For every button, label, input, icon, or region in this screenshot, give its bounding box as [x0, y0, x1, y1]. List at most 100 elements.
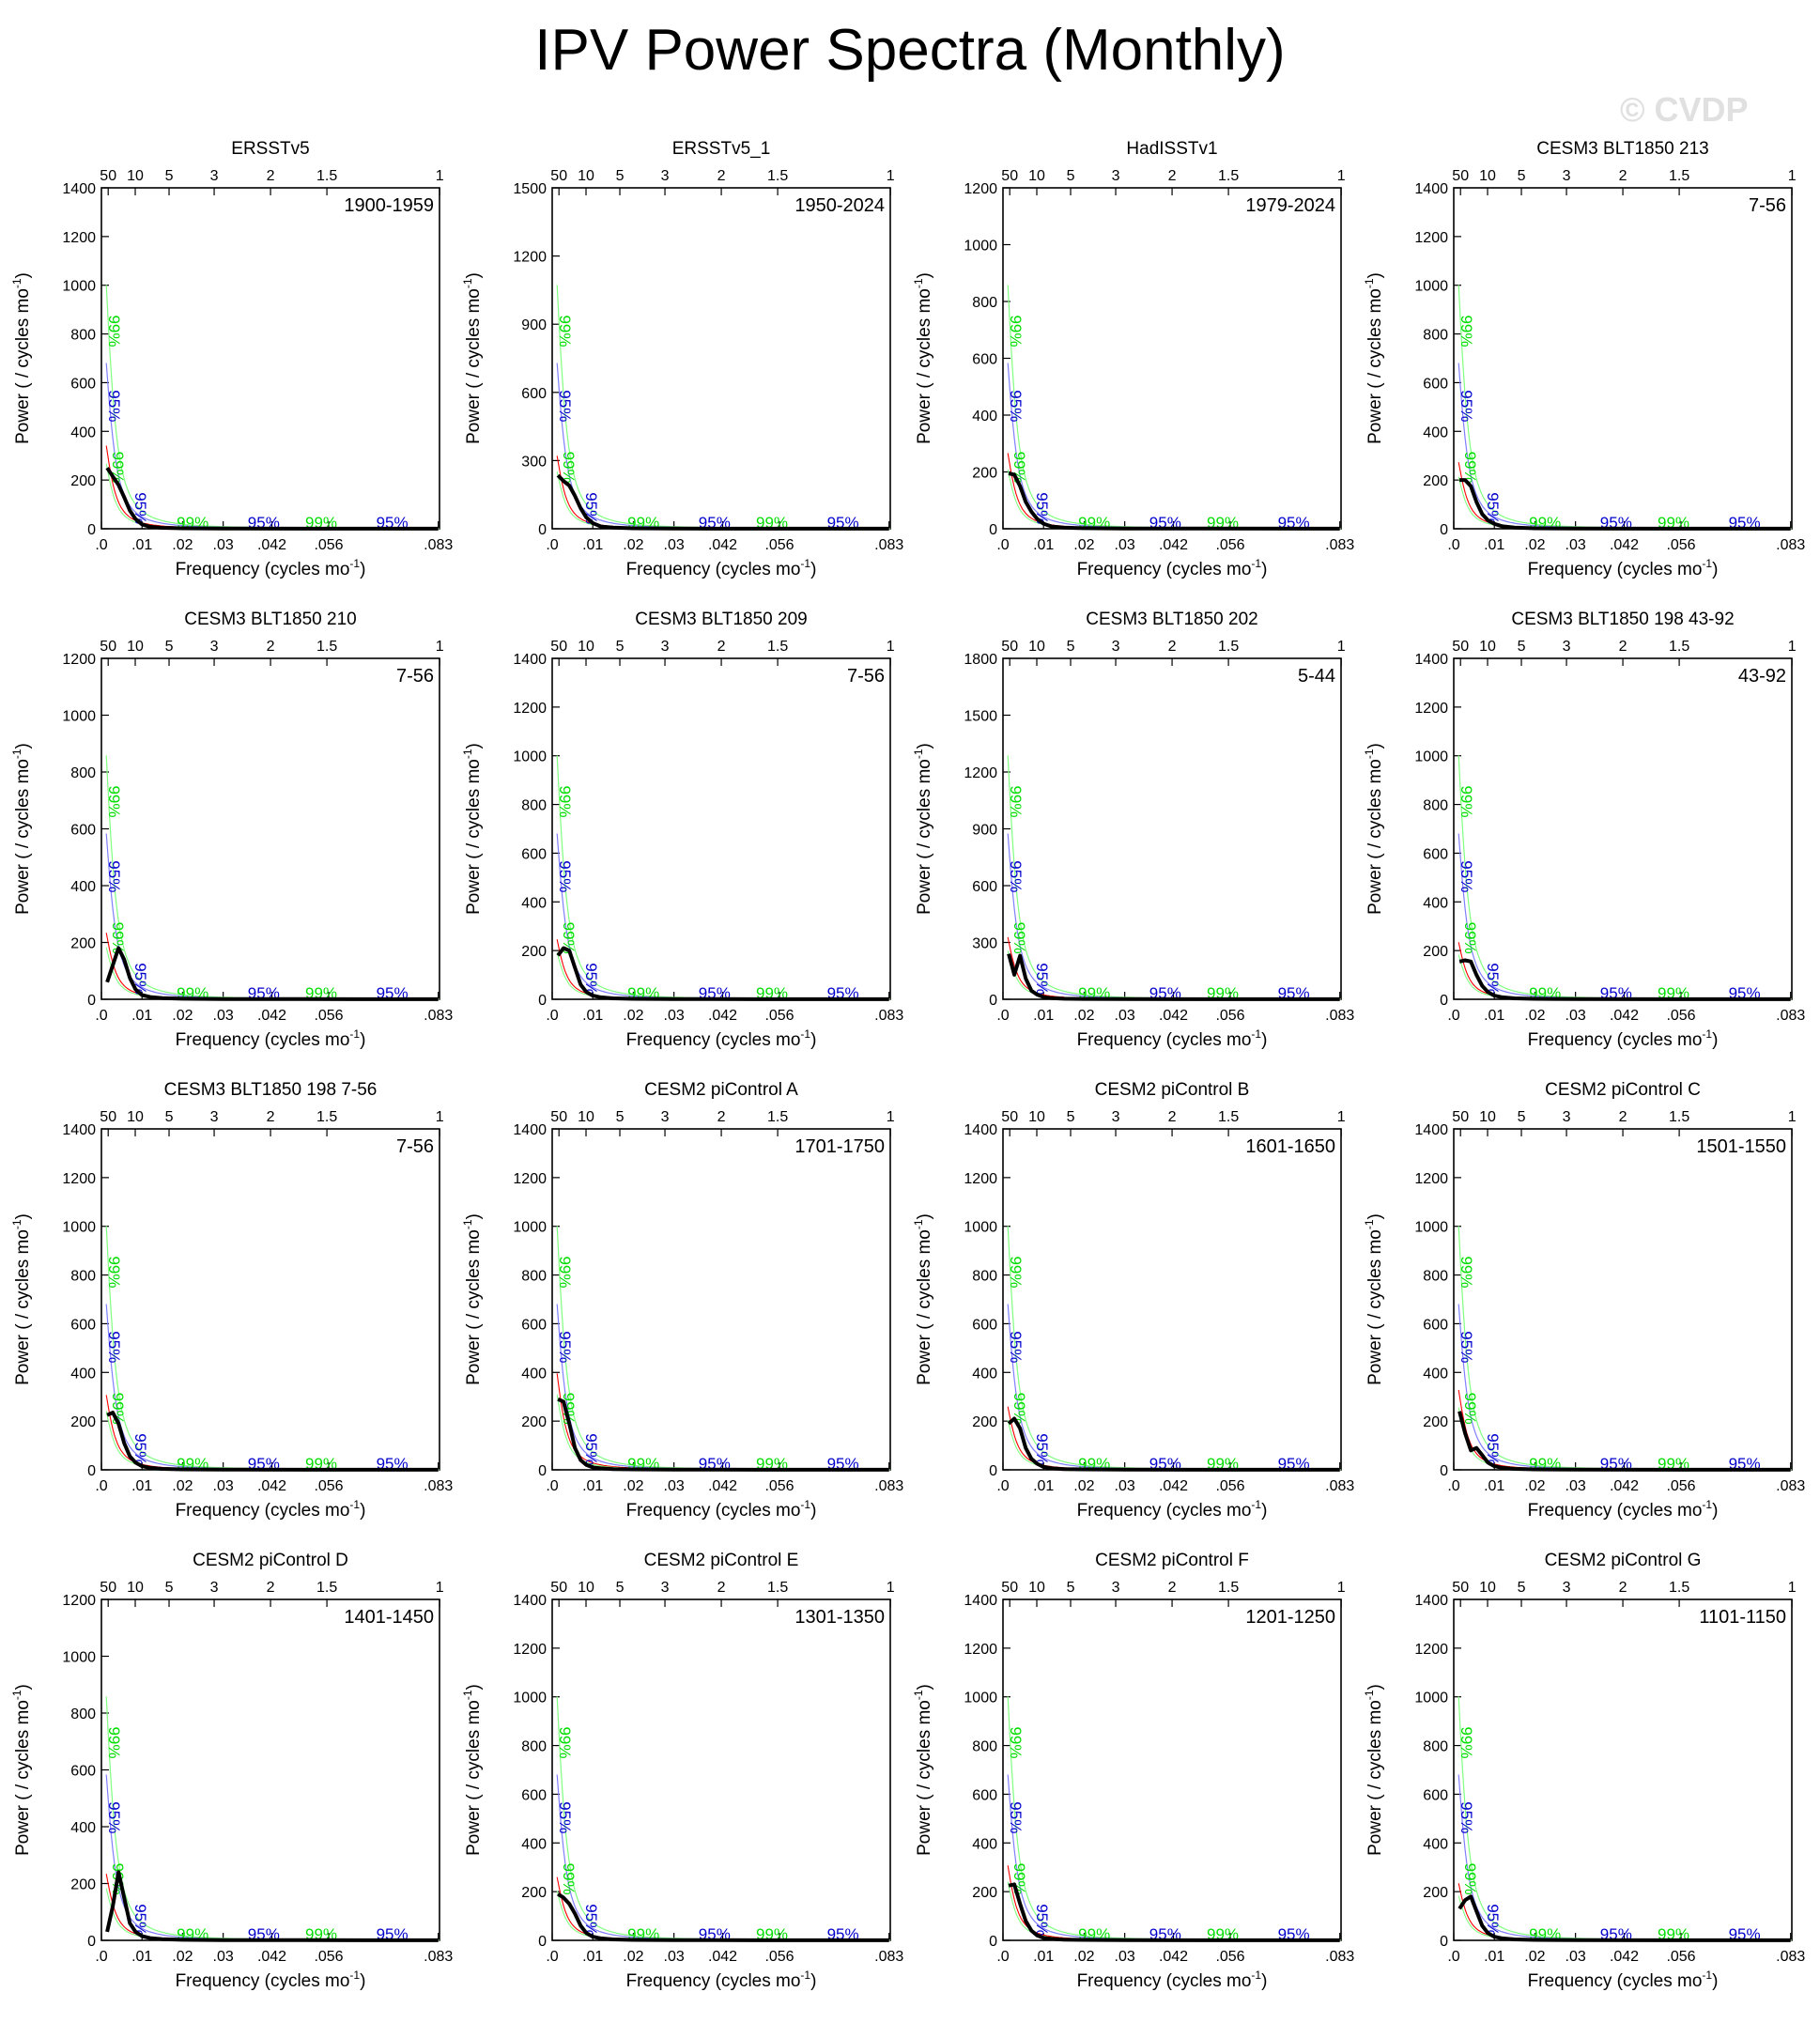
- y-tick-label: 0: [538, 1934, 547, 1950]
- top-tick-label: 1: [887, 1580, 895, 1596]
- y-axis-label: Power ( / cycles mo-1): [461, 1213, 484, 1385]
- top-tick-label: 1: [887, 168, 895, 184]
- y-tick-label: 1000: [62, 279, 96, 295]
- x-tick-label: .03: [1566, 1008, 1586, 1024]
- top-tick-label: 5: [165, 1109, 174, 1125]
- plot-frame: [1002, 1128, 1342, 1471]
- top-tick-label: 1: [1788, 1109, 1797, 1125]
- top-tick-label: 5: [1067, 168, 1075, 184]
- y-tick-label: 1000: [964, 1220, 997, 1236]
- panel-title: CESM2 piControl E: [644, 1551, 799, 1570]
- x-tick-label: .056: [1215, 537, 1244, 553]
- plot-frame: [551, 1598, 891, 1941]
- ci-95-label: 95%: [1033, 1433, 1051, 1465]
- ci-99-label: 99%: [556, 1256, 574, 1288]
- x-tick-label: .042: [708, 1478, 737, 1494]
- ci-99-curve: [1458, 1226, 1792, 1471]
- x-axis-label: Frequency (cycles mo-1): [626, 1498, 817, 1521]
- plot-frame: [1453, 1128, 1793, 1471]
- x-tick-label: .03: [213, 1478, 234, 1494]
- y-tick-label: 600: [972, 879, 997, 895]
- top-tick-label: 3: [1112, 168, 1120, 184]
- ci-99-label: 99%: [1007, 1726, 1025, 1758]
- plot-frame: [1453, 657, 1793, 1000]
- spectrum-panel: CESM2 piControl B 1601-1650 .0 .01 .02 .03 .04…: [912, 1080, 1354, 1521]
- top-tick-label: 1: [887, 1109, 895, 1125]
- x-tick-label: .02: [172, 1478, 193, 1494]
- x-tick-label: .0: [996, 1008, 1009, 1024]
- ci-99-curve: [105, 1226, 440, 1471]
- panel-title: CESM3 BLT1850 209: [635, 610, 807, 629]
- top-tick-label: 5: [616, 1580, 625, 1596]
- x-tick-label: .01: [1484, 1008, 1504, 1024]
- y-tick-label: 400: [1423, 895, 1448, 911]
- y-axis-label: Power ( / cycles mo-1): [912, 272, 934, 444]
- top-tick-label: 50: [1452, 1109, 1469, 1125]
- y-tick-label: 400: [972, 1836, 997, 1852]
- top-tick-label: 2: [717, 639, 726, 655]
- top-tick-label: 1: [1337, 1580, 1346, 1596]
- ci-99-label: 99%: [556, 785, 574, 817]
- top-tick-label: 3: [1563, 168, 1571, 184]
- period-label: 5-44: [1298, 666, 1335, 687]
- ci-99-label: 99%: [1007, 1256, 1025, 1288]
- y-tick-label: 600: [1423, 846, 1448, 862]
- y-tick-label: 600: [521, 386, 547, 402]
- x-tick-label: .02: [1073, 1008, 1094, 1024]
- panel-title: CESM3 BLT1850 198 43-92: [1511, 610, 1734, 629]
- x-tick-label: .03: [1115, 1008, 1135, 1024]
- top-tick-label: 50: [550, 639, 567, 655]
- plot-frame: [100, 187, 440, 530]
- x-axis-label: Frequency (cycles mo-1): [176, 1498, 366, 1521]
- panel-title: ERSSTv5_1: [672, 139, 771, 159]
- y-axis-label: Power ( / cycles mo-1): [10, 272, 33, 444]
- top-tick-label: 3: [1112, 1580, 1120, 1596]
- top-tick-label: 10: [1479, 168, 1496, 184]
- panel-title: CESM3 BLT1850 198 7-56: [164, 1080, 378, 1100]
- x-tick-label: .03: [664, 537, 685, 553]
- top-tick-label: 1: [1788, 1580, 1797, 1596]
- top-tick-label: 5: [616, 639, 625, 655]
- x-tick-label: .0: [1447, 1478, 1459, 1494]
- ci-95-label: 95%: [556, 860, 574, 892]
- y-tick-label: 1400: [513, 652, 547, 668]
- top-tick-label: 10: [1479, 1109, 1496, 1125]
- top-tick-label: 10: [578, 1580, 594, 1596]
- top-tick-label: 50: [100, 168, 116, 184]
- ci-99-label: 99%: [1010, 922, 1028, 954]
- top-tick-label: 1.5: [316, 168, 337, 184]
- y-tick-label: 200: [1423, 1885, 1448, 1901]
- spectrum-panel: CESM2 piControl D 1401-1450 .0 .01 .02 .03 .04…: [10, 1551, 453, 1991]
- y-tick-label: 800: [70, 1269, 96, 1285]
- top-tick-label: 1.5: [1669, 168, 1689, 184]
- plot-frame: [551, 1128, 891, 1471]
- ci-95-label: 95%: [1458, 1801, 1475, 1833]
- x-tick-label: .083: [874, 1008, 903, 1024]
- y-axis-label: Power ( / cycles mo-1): [1363, 1213, 1385, 1385]
- top-tick-label: 2: [1168, 168, 1177, 184]
- x-tick-label: .042: [257, 1949, 286, 1965]
- top-tick-label: 10: [1028, 1580, 1045, 1596]
- x-tick-label: .02: [1524, 1949, 1545, 1965]
- x-tick-label: .0: [95, 1478, 107, 1494]
- ci-95-label: 95%: [1458, 1331, 1475, 1363]
- top-tick-label: 3: [661, 639, 670, 655]
- x-axis-label: Frequency (cycles mo-1): [1528, 557, 1719, 579]
- ci-95-label: 95%: [1484, 1904, 1502, 1936]
- y-tick-label: 0: [1440, 993, 1448, 1009]
- top-tick-label: 1: [1788, 639, 1797, 655]
- top-tick-label: 1.5: [1218, 639, 1239, 655]
- x-tick-label: .042: [1610, 1949, 1639, 1965]
- y-tick-label: 800: [1423, 798, 1448, 814]
- y-tick-label: 1200: [1414, 701, 1448, 717]
- panel-title: HadISSTv1: [1126, 139, 1217, 159]
- x-tick-label: .056: [764, 1478, 794, 1494]
- y-tick-label: 0: [989, 993, 997, 1009]
- top-tick-label: 50: [1001, 1580, 1018, 1596]
- y-axis-label: Power ( / cycles mo-1): [10, 743, 33, 915]
- y-tick-label: 200: [521, 944, 547, 960]
- panel-title: CESM3 BLT1850 202: [1086, 610, 1257, 629]
- y-tick-label: 0: [538, 522, 547, 538]
- top-tick-label: 5: [165, 168, 174, 184]
- top-tick-label: 1: [436, 1109, 444, 1125]
